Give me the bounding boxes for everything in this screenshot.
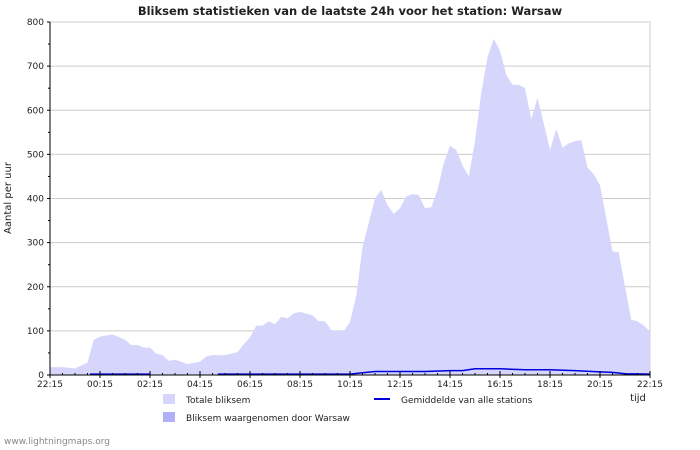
y-tick-label: 0 [38, 371, 44, 381]
y-tick-label: 600 [27, 106, 44, 116]
x-tick-label: 16:15 [487, 380, 513, 390]
area-totale-bliksem [50, 38, 650, 376]
y-tick-label: 200 [27, 283, 44, 293]
x-tick-label: 06:15 [237, 380, 263, 390]
chart-title: Bliksem statistieken van de laatste 24h … [138, 4, 563, 18]
legend-swatch-total [163, 394, 175, 404]
x-axis-label: tijd [630, 393, 646, 404]
x-tick-label: 04:15 [187, 380, 213, 390]
legend-label-average: Gemiddelde van alle stations [401, 396, 533, 406]
x-tick-label: 20:15 [587, 380, 613, 390]
x-tick-label: 12:15 [387, 380, 413, 390]
legend-label-total: Totale bliksem [185, 396, 250, 406]
legend: Totale bliksem Bliksem waargenomen door … [163, 394, 533, 424]
y-tick-label: 300 [27, 239, 44, 249]
x-tick-label: 14:15 [437, 380, 463, 390]
x-tick-label: 22:15 [37, 380, 63, 390]
x-tick-label: 08:15 [287, 380, 313, 390]
x-tick-label: 02:15 [137, 380, 163, 390]
y-tick-label: 400 [27, 195, 44, 205]
x-tick-label: 22:15 [637, 380, 663, 390]
legend-swatch-station [163, 412, 175, 422]
y-tick-label: 500 [27, 150, 44, 160]
x-tick-label: 10:15 [337, 380, 363, 390]
x-tick-label: 18:15 [537, 380, 563, 390]
y-tick-label: 800 [27, 18, 44, 28]
y-tick-label: 100 [27, 327, 44, 337]
footer-link[interactable]: www.lightningmaps.org [4, 437, 110, 447]
x-tick-label: 00:15 [87, 380, 113, 390]
legend-label-station: Bliksem waargenomen door Warsaw [186, 414, 350, 424]
y-axis-label: Aantal per uur [3, 161, 14, 234]
y-tick-label: 700 [27, 62, 44, 72]
